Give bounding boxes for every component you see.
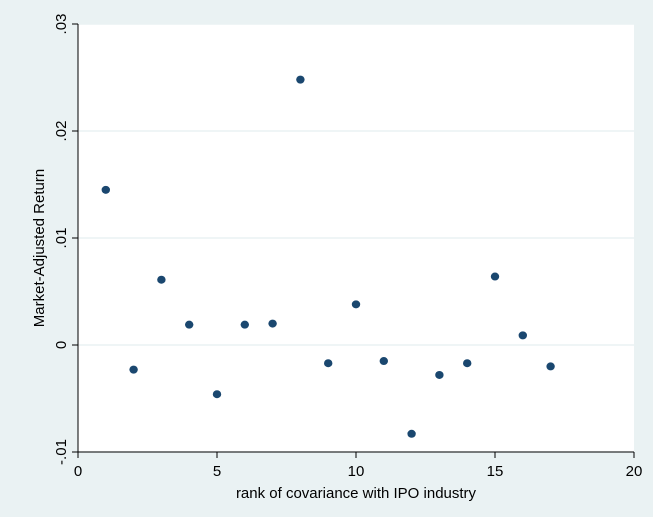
x-tick-label-0: 0 — [74, 463, 82, 480]
x-tick-label-1: 5 — [213, 463, 221, 480]
data-points — [101, 75, 555, 438]
tick-labels: 0 5 10 15 20-.010.01.02.03 — [53, 14, 642, 480]
y-axis-title: Market-Adjusted Return — [31, 169, 48, 327]
data-point-2 — [129, 365, 138, 374]
x-tick-label-3: 15 — [487, 463, 504, 480]
data-point-10 — [351, 300, 361, 309]
data-point-5 — [212, 390, 222, 399]
x-axis-title: rank of covariance with IPO industry — [236, 485, 477, 502]
data-point-1 — [101, 185, 111, 194]
data-point-13 — [435, 370, 444, 379]
y-tick-label-4: .03 — [53, 14, 70, 35]
data-point-9 — [324, 359, 333, 368]
x-tick-label-2: 10 — [348, 463, 365, 480]
data-point-8 — [296, 75, 305, 84]
data-point-17 — [546, 362, 555, 371]
y-tick-label-1: 0 — [53, 341, 70, 349]
axes — [72, 23, 635, 458]
data-point-3 — [157, 275, 166, 284]
y-tick-label-3: .02 — [53, 121, 70, 142]
data-point-14 — [463, 359, 472, 368]
y-tick-label-0: -.01 — [53, 439, 70, 465]
data-point-12 — [407, 429, 416, 438]
data-point-15 — [490, 272, 500, 281]
data-point-6 — [240, 320, 249, 329]
data-point-11 — [379, 357, 388, 366]
data-point-7 — [268, 319, 277, 328]
y-tick-label-2: .01 — [53, 228, 70, 249]
data-point-16 — [518, 331, 527, 340]
data-point-4 — [185, 320, 194, 329]
x-tick-label-4: 20 — [626, 463, 643, 480]
